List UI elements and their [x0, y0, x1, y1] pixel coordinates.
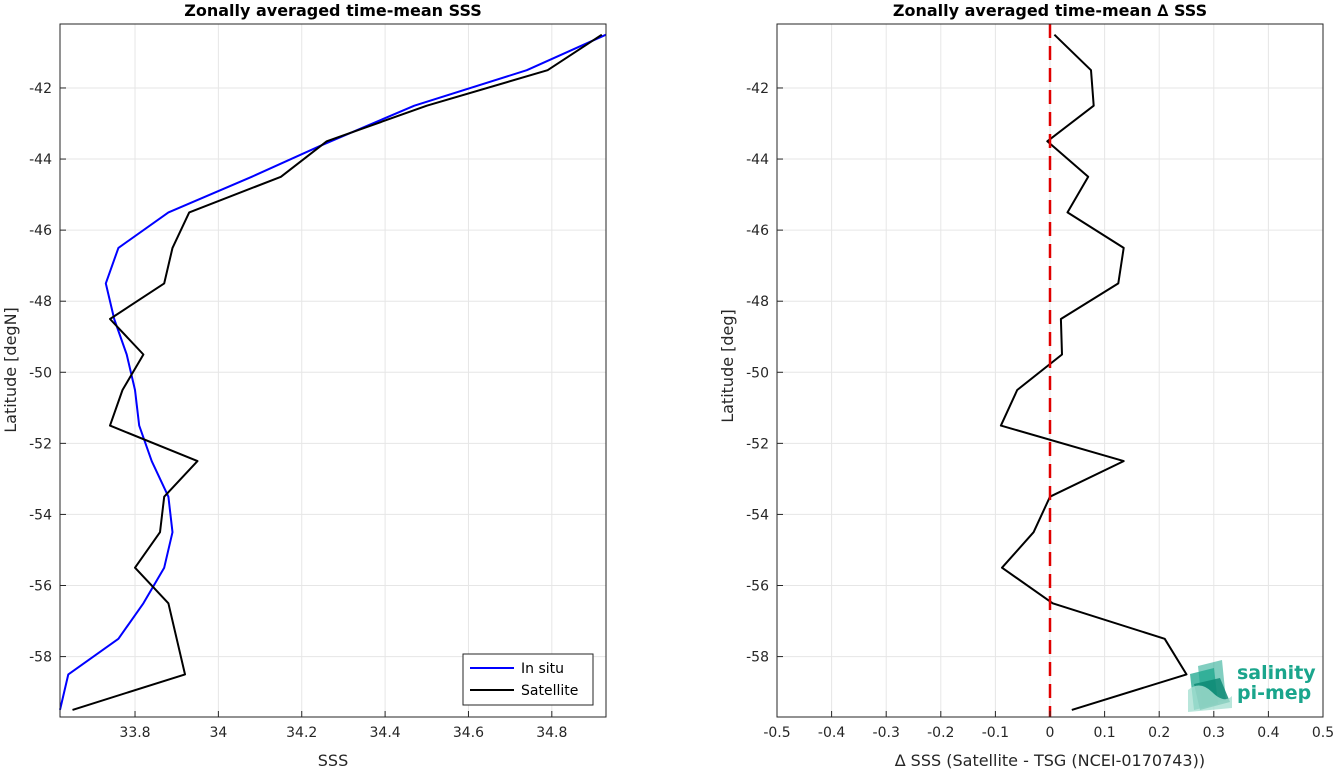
- right-y-tick-label: -52: [746, 436, 769, 452]
- right-x-tick-label: 0.4: [1257, 725, 1279, 741]
- right-y-tick-label: -46: [746, 223, 769, 239]
- left-axes-box: [59, 23, 607, 718]
- right-x-axis-label: ∆ SSS (Satellite - TSG (NCEI-0170743)): [894, 751, 1205, 769]
- right-y-tick-label: -48: [746, 294, 769, 310]
- left-x-tick-label: 33.8: [119, 725, 150, 741]
- logo-waves-icon: [1188, 660, 1232, 712]
- left-x-tick-label: 34.6: [453, 725, 484, 741]
- right-panel: -0.5 -0.4 -0.3 -0.2 -0.1 0 0.1 0.2 0.3 0.4 0.5 -58 -…: [718, 1, 1334, 769]
- right-ticks: -0.5 -0.4 -0.3 -0.2 -0.1 0 0.1 0.2 0.3 0.4 0.5 -58 -…: [746, 81, 1334, 741]
- left-chart-title: Zonally averaged time-mean SSS: [184, 1, 482, 20]
- right-y-tick-label: -58: [746, 650, 769, 666]
- right-y-tick-label: -54: [746, 507, 769, 523]
- left-x-tick-label: 34.8: [536, 725, 567, 741]
- left-y-tick-label: -50: [29, 365, 52, 381]
- left-plot-area: [60, 24, 606, 717]
- logo-text-line1: salinity: [1237, 662, 1316, 684]
- right-x-tick-label: -0.2: [927, 725, 954, 741]
- left-panel: 33.8 34 34.2 34.4 34.6 34.8 -58 -56 -54 -52 -50 -48…: [1, 1, 607, 769]
- right-x-tick-label: -0.1: [982, 725, 1009, 741]
- left-y-tick-label: -52: [29, 436, 52, 452]
- legend-box: [462, 653, 594, 706]
- left-ticks: 33.8 34 34.2 34.4 34.6 34.8 -58 -56 -54 -52 -50 -48…: [29, 81, 567, 741]
- right-y-axis-label: Latitude [deg]: [718, 309, 737, 423]
- right-x-tick-label: 0.2: [1148, 725, 1170, 741]
- left-x-tick-label: 34.4: [370, 725, 401, 741]
- left-x-tick-label: 34.2: [286, 725, 317, 741]
- right-series-line-difference: [999, 33, 1188, 711]
- left-y-tick-label: -58: [29, 650, 52, 666]
- left-grid: [60, 24, 606, 717]
- right-x-tick-label: 0.1: [1093, 725, 1115, 741]
- right-x-tick-label: 0.3: [1203, 725, 1225, 741]
- left-y-tick-label: -54: [29, 507, 52, 523]
- right-chart-title: Zonally averaged time-mean ∆ SSS: [893, 1, 1207, 20]
- left-y-tick-label: -42: [29, 81, 52, 97]
- left-y-tick-label: -48: [29, 294, 52, 310]
- right-x-tick-label: -0.4: [818, 725, 845, 741]
- legend-label-in-situ: In situ: [521, 661, 564, 677]
- left-series-line-in-situ: [59, 33, 607, 711]
- right-y-tick-label: -44: [746, 152, 769, 168]
- salinity-pi-mep-logo: salinity pi-mep: [1188, 660, 1316, 712]
- left-series-layer: [59, 33, 607, 711]
- right-x-tick-label: -0.3: [873, 725, 900, 741]
- left-x-axis-label: SSS: [318, 751, 348, 769]
- right-y-tick-label: -50: [746, 365, 769, 381]
- left-y-tick-label: -56: [29, 579, 52, 595]
- right-y-tick-label: -56: [746, 579, 769, 595]
- left-y-tick-label: -44: [29, 152, 52, 168]
- right-x-tick-label: -0.5: [763, 725, 790, 741]
- left-y-tick-label: -46: [29, 223, 52, 239]
- right-series-layer: [999, 24, 1188, 717]
- left-series-line-satellite: [72, 33, 603, 711]
- right-x-tick-label: 0.5: [1312, 725, 1334, 741]
- logo-text-line2: pi-mep: [1237, 682, 1311, 704]
- legend-label-satellite: Satellite: [521, 683, 578, 699]
- right-y-tick-label: -42: [746, 81, 769, 97]
- left-legend: In situ Satellite: [462, 653, 594, 706]
- left-y-axis-label: Latitude [degN]: [1, 307, 20, 433]
- left-x-tick-label: 34: [209, 725, 227, 741]
- right-x-tick-label: 0: [1046, 725, 1055, 741]
